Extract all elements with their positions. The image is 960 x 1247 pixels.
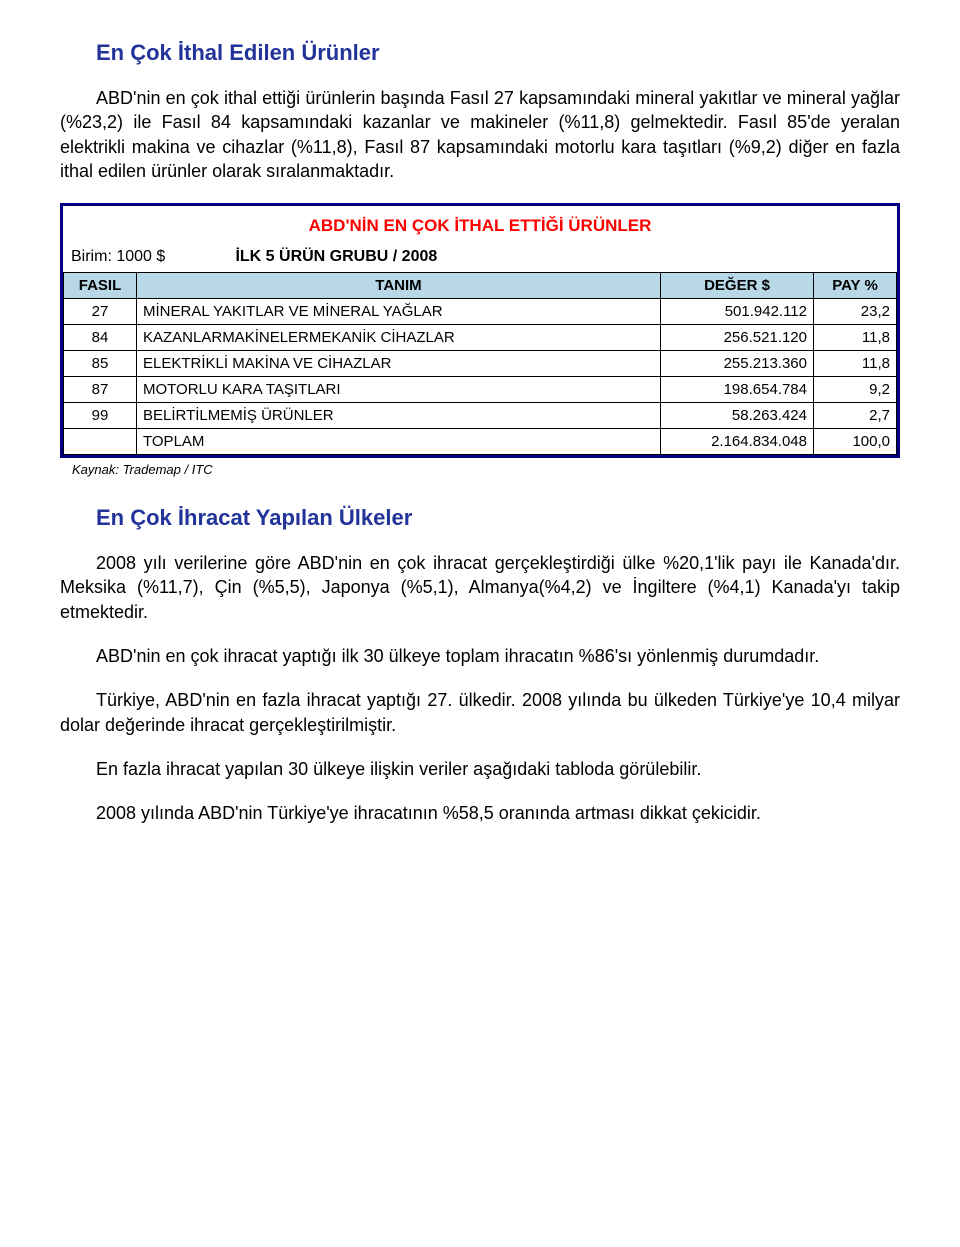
col-tanim: TANIM <box>137 273 661 299</box>
section-2-paragraph-1: 2008 yılı verilerine göre ABD'nin en çok… <box>60 551 900 624</box>
table-unit-label: Birim: 1000 $ <box>71 248 231 266</box>
cell-tanim: BELİRTİLMEMİŞ ÜRÜNLER <box>137 403 661 429</box>
cell-fasil: 84 <box>64 325 137 351</box>
cell-deger: 58.263.424 <box>661 403 814 429</box>
import-table: ABD'NİN EN ÇOK İTHAL ETTİĞİ ÜRÜNLER Biri… <box>60 203 900 458</box>
cell-fasil: 87 <box>64 377 137 403</box>
cell-tanim: TOPLAM <box>137 429 661 455</box>
cell-pay: 23,2 <box>814 299 897 325</box>
cell-deger: 255.213.360 <box>661 351 814 377</box>
table-subheader: Birim: 1000 $ İLK 5 ÜRÜN GRUBU / 2008 <box>63 244 897 272</box>
section-2-paragraph-4: En fazla ihracat yapılan 30 ülkeye ilişk… <box>60 757 900 781</box>
cell-fasil <box>64 429 137 455</box>
table-group-label: İLK 5 ÜRÜN GRUBU / 2008 <box>235 248 437 265</box>
section-2-heading: En Çok İhracat Yapılan Ülkeler <box>60 505 900 531</box>
section-1-heading: En Çok İthal Edilen Ürünler <box>60 40 900 66</box>
cell-pay: 11,8 <box>814 325 897 351</box>
table-row: 99 BELİRTİLMEMİŞ ÜRÜNLER 58.263.424 2,7 <box>64 403 897 429</box>
table-row: 87 MOTORLU KARA TAŞITLARI 198.654.784 9,… <box>64 377 897 403</box>
col-deger: DEĞER $ <box>661 273 814 299</box>
table-header-row: FASIL TANIM DEĞER $ PAY % <box>64 273 897 299</box>
section-1-paragraph-1: ABD'nin en çok ithal ettiği ürünlerin ba… <box>60 86 900 183</box>
data-table: FASIL TANIM DEĞER $ PAY % 27 MİNERAL YAK… <box>63 272 897 455</box>
section-2-paragraph-5: 2008 yılında ABD'nin Türkiye'ye ihracatı… <box>60 801 900 825</box>
cell-tanim: MİNERAL YAKITLAR VE MİNERAL YAĞLAR <box>137 299 661 325</box>
cell-fasil: 99 <box>64 403 137 429</box>
table-row-total: TOPLAM 2.164.834.048 100,0 <box>64 429 897 455</box>
table-source: Kaynak: Trademap / ITC <box>72 462 900 477</box>
table-row: 84 KAZANLARMAKİNELERMEKANİK CİHAZLAR 256… <box>64 325 897 351</box>
section-2-paragraph-2: ABD'nin en çok ihracat yaptığı ilk 30 ül… <box>60 644 900 668</box>
cell-pay: 9,2 <box>814 377 897 403</box>
cell-tanim: MOTORLU KARA TAŞITLARI <box>137 377 661 403</box>
cell-deger: 198.654.784 <box>661 377 814 403</box>
cell-pay: 100,0 <box>814 429 897 455</box>
table-row: 85 ELEKTRİKLİ MAKİNA VE CİHAZLAR 255.213… <box>64 351 897 377</box>
table-row: 27 MİNERAL YAKITLAR VE MİNERAL YAĞLAR 50… <box>64 299 897 325</box>
col-fasil: FASIL <box>64 273 137 299</box>
cell-tanim: ELEKTRİKLİ MAKİNA VE CİHAZLAR <box>137 351 661 377</box>
cell-fasil: 85 <box>64 351 137 377</box>
cell-pay: 11,8 <box>814 351 897 377</box>
cell-deger: 256.521.120 <box>661 325 814 351</box>
cell-pay: 2,7 <box>814 403 897 429</box>
cell-tanim: KAZANLARMAKİNELERMEKANİK CİHAZLAR <box>137 325 661 351</box>
cell-deger: 2.164.834.048 <box>661 429 814 455</box>
cell-deger: 501.942.112 <box>661 299 814 325</box>
table-title: ABD'NİN EN ÇOK İTHAL ETTİĞİ ÜRÜNLER <box>63 206 897 244</box>
section-2-paragraph-3: Türkiye, ABD'nin en fazla ihracat yaptığ… <box>60 688 900 737</box>
col-pay: PAY % <box>814 273 897 299</box>
cell-fasil: 27 <box>64 299 137 325</box>
